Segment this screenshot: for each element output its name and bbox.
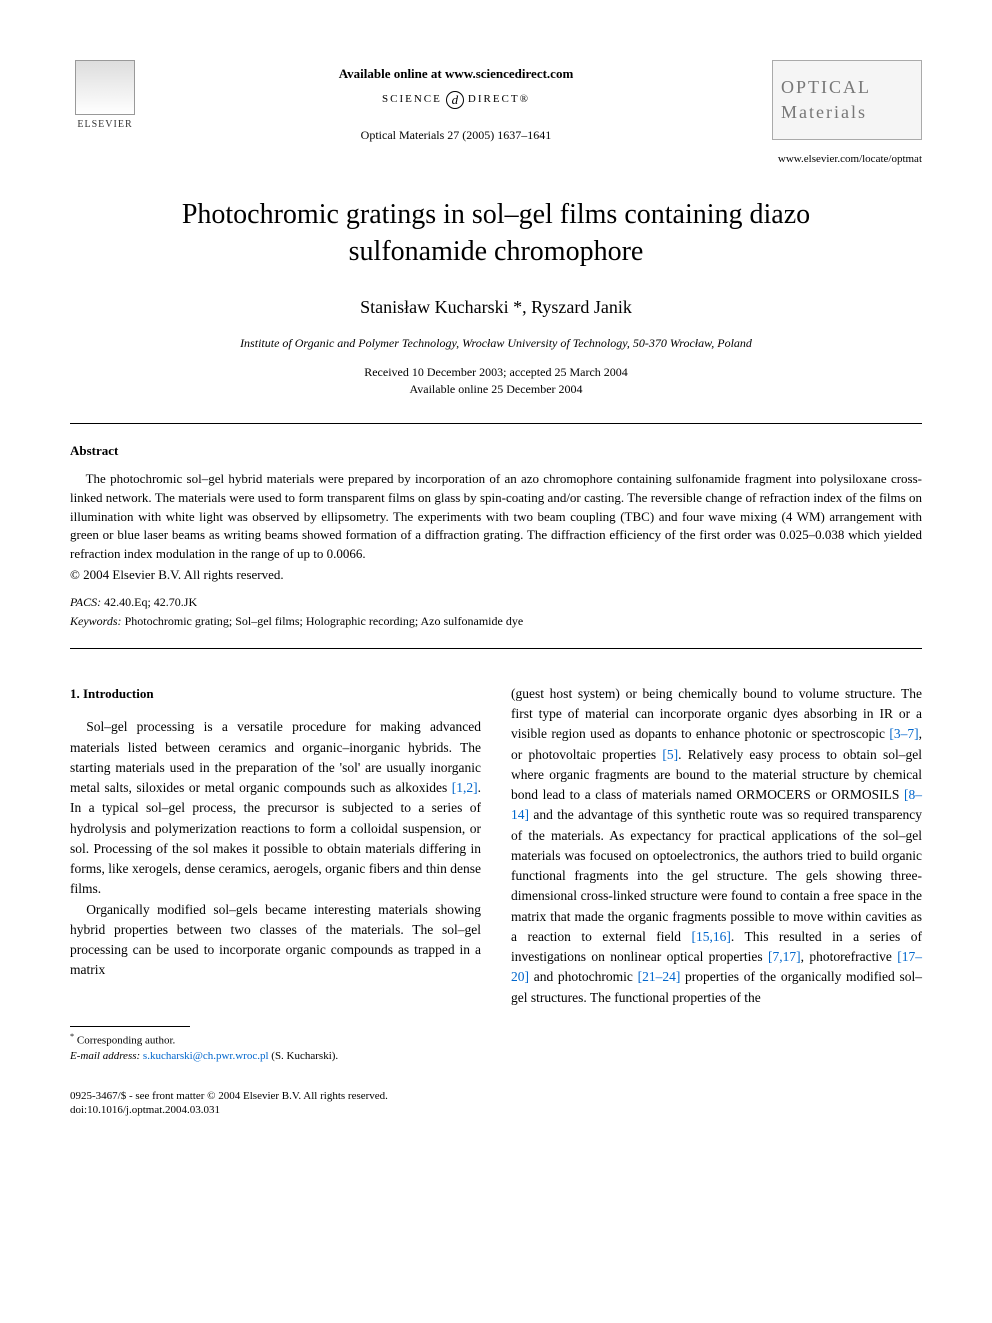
p1-text-b: . In a typical sol–gel process, the prec…	[70, 780, 481, 896]
r-a: (guest host system) or being chemically …	[511, 686, 922, 742]
science-direct-logo: SCIENCE d DIRECT®	[140, 91, 772, 109]
journal-logo: OPTICAL Materials	[772, 60, 922, 140]
dates-received: Received 10 December 2003; accepted 25 M…	[364, 365, 628, 379]
pacs-label: PACS:	[70, 595, 101, 609]
doi-line: doi:10.1016/j.optmat.2004.03.031	[70, 1103, 922, 1117]
journal-logo-line1: OPTICAL	[781, 75, 871, 100]
abstract-heading: Abstract	[70, 442, 922, 460]
footnote-email-name: (S. Kucharski).	[269, 1050, 339, 1062]
journal-logo-line2: Materials	[781, 100, 867, 125]
elsevier-label: ELSEVIER	[77, 118, 132, 132]
footnote-email-label: E-mail address:	[70, 1050, 140, 1062]
ref-link-5[interactable]: [5]	[662, 747, 678, 762]
front-matter-line: 0925-3467/$ - see front matter © 2004 El…	[70, 1089, 922, 1103]
article-dates: Received 10 December 2003; accepted 25 M…	[70, 364, 922, 398]
left-column: 1. Introduction Sol–gel processing is a …	[70, 684, 481, 1064]
elsevier-logo: ELSEVIER	[70, 60, 140, 140]
citation-line: Optical Materials 27 (2005) 1637–1641	[140, 127, 772, 144]
affiliation: Institute of Organic and Polymer Technol…	[70, 335, 922, 352]
authors: Stanisław Kucharski *, Ryszard Janik	[70, 295, 922, 320]
footnote-block: * Corresponding author. E-mail address: …	[70, 1031, 481, 1064]
p1-text-a: Sol–gel processing is a versatile proced…	[70, 719, 481, 795]
journal-logo-block: OPTICAL Materials	[772, 60, 922, 140]
r-d: and the advantage of this synthetic rout…	[511, 807, 922, 944]
abstract-copyright: © 2004 Elsevier B.V. All rights reserved…	[70, 566, 922, 584]
abstract-section: Abstract The photochromic sol–gel hybrid…	[70, 442, 922, 630]
footnote-email-link[interactable]: s.kucharski@ch.pwr.wroc.pl	[143, 1050, 269, 1062]
keywords-value: Photochromic grating; Sol–gel films; Hol…	[122, 614, 524, 628]
pacs-value: 42.40.Eq; 42.70.JK	[101, 595, 197, 609]
ref-link-3-7[interactable]: [3–7]	[889, 726, 918, 741]
keywords-line: Keywords: Photochromic grating; Sol–gel …	[70, 613, 922, 630]
ref-link-15-16[interactable]: [15,16]	[692, 929, 731, 944]
keywords-label: Keywords:	[70, 614, 122, 628]
right-column: (guest host system) or being chemically …	[511, 684, 922, 1064]
ref-link-21-24[interactable]: [21–24]	[638, 969, 681, 984]
journal-url[interactable]: www.elsevier.com/locate/optmat	[70, 152, 922, 167]
rule-bottom	[70, 648, 922, 649]
intro-para-1: Sol–gel processing is a versatile proced…	[70, 717, 481, 899]
footnote-rule	[70, 1026, 190, 1027]
body-columns: 1. Introduction Sol–gel processing is a …	[70, 684, 922, 1064]
footnote-asterisk: *	[70, 1032, 74, 1041]
footnote-corresponding: Corresponding author.	[77, 1034, 175, 1046]
header-row: ELSEVIER Available online at www.science…	[70, 60, 922, 144]
abstract-text: The photochromic sol–gel hybrid material…	[70, 470, 922, 564]
pacs-line: PACS: 42.40.Eq; 42.70.JK	[70, 594, 922, 611]
section-heading-intro: 1. Introduction	[70, 684, 481, 704]
rule-top	[70, 423, 922, 424]
available-online-text: Available online at www.sciencedirect.co…	[140, 65, 772, 83]
science-direct-left: SCIENCE	[382, 92, 442, 107]
bottom-info: 0925-3467/$ - see front matter © 2004 El…	[70, 1089, 922, 1118]
center-header: Available online at www.sciencedirect.co…	[140, 60, 772, 144]
science-direct-right: DIRECT®	[468, 92, 530, 107]
intro-para-2: Organically modified sol–gels became int…	[70, 900, 481, 981]
intro-para-2-cont: (guest host system) or being chemically …	[511, 684, 922, 1008]
r-f: , photorefractive	[801, 949, 898, 964]
article-title: Photochromic gratings in sol–gel films c…	[110, 197, 882, 270]
ref-link-7-17[interactable]: [7,17]	[768, 949, 801, 964]
elsevier-tree-icon	[75, 60, 135, 115]
ref-link-1-2[interactable]: [1,2]	[452, 780, 478, 795]
science-direct-d-icon: d	[446, 91, 464, 109]
dates-online: Available online 25 December 2004	[409, 382, 582, 396]
r-g: and photochromic	[529, 969, 638, 984]
